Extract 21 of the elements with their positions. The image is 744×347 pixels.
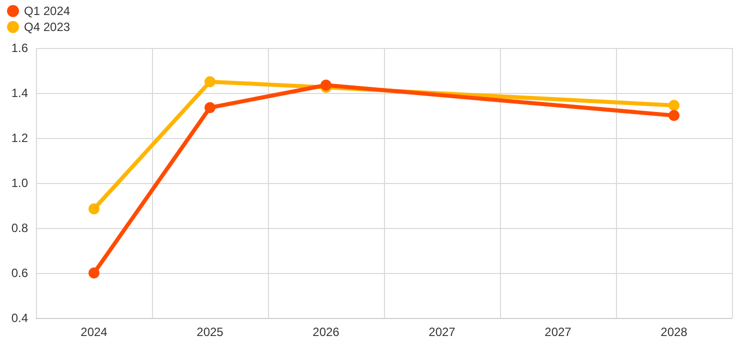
point <box>88 203 100 214</box>
point <box>204 76 216 88</box>
y-tick-label: 1.4 <box>11 86 28 100</box>
point <box>668 100 680 111</box>
y-tick-label: 1.6 <box>11 41 28 55</box>
point <box>204 102 216 114</box>
y-tick-label: 0.4 <box>11 311 28 325</box>
y-tick-label: 0.8 <box>11 221 28 235</box>
x-tick-label: 2028 <box>660 325 688 339</box>
y-tick-label: 1.2 <box>11 131 28 145</box>
x-tick-label: 2024 <box>80 325 108 339</box>
legend-label: Q1 2024 <box>24 4 70 18</box>
legend-label: Q4 2023 <box>24 20 70 34</box>
y-tick-label: 1.0 <box>11 176 28 190</box>
x-tick-label: 2027 <box>428 325 456 339</box>
y-tick-label: 0.6 <box>11 266 28 280</box>
point <box>88 268 100 278</box>
x-tick-label: 2027 <box>544 325 572 339</box>
x-tick-label: 2025 <box>196 325 224 339</box>
point <box>668 110 680 121</box>
x-tick-label: 2026 <box>312 325 340 339</box>
